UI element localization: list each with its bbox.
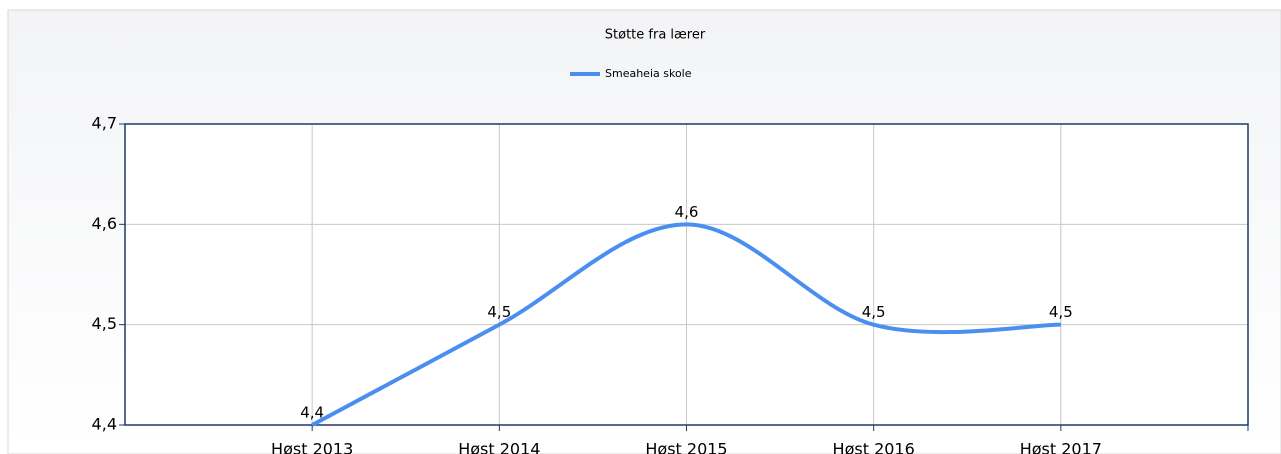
y-tick-label: 4,6 — [92, 214, 117, 233]
x-tick-label: Høst 2015 — [645, 440, 727, 454]
data-label: 4,5 — [1049, 303, 1073, 321]
x-tick-label: Høst 2013 — [271, 440, 353, 454]
data-label: 4,5 — [862, 303, 886, 321]
y-tick-label: 4,5 — [92, 314, 117, 333]
x-tick-label: Høst 2016 — [833, 440, 915, 454]
chart-title: Støtte fra lærer — [605, 28, 706, 43]
x-tick-label: Høst 2017 — [1020, 440, 1102, 454]
x-tick-label: Høst 2014 — [458, 440, 540, 454]
data-label: 4,6 — [675, 203, 699, 221]
y-tick-label: 4,4 — [92, 415, 117, 434]
series-line — [311, 222, 1061, 427]
plot-border — [124, 123, 1249, 426]
legend-label: Smeaheia skole — [605, 67, 692, 80]
data-label: 4,4 — [300, 404, 324, 422]
y-tick-label: 4,7 — [92, 114, 117, 133]
data-label: 4,5 — [487, 303, 511, 321]
